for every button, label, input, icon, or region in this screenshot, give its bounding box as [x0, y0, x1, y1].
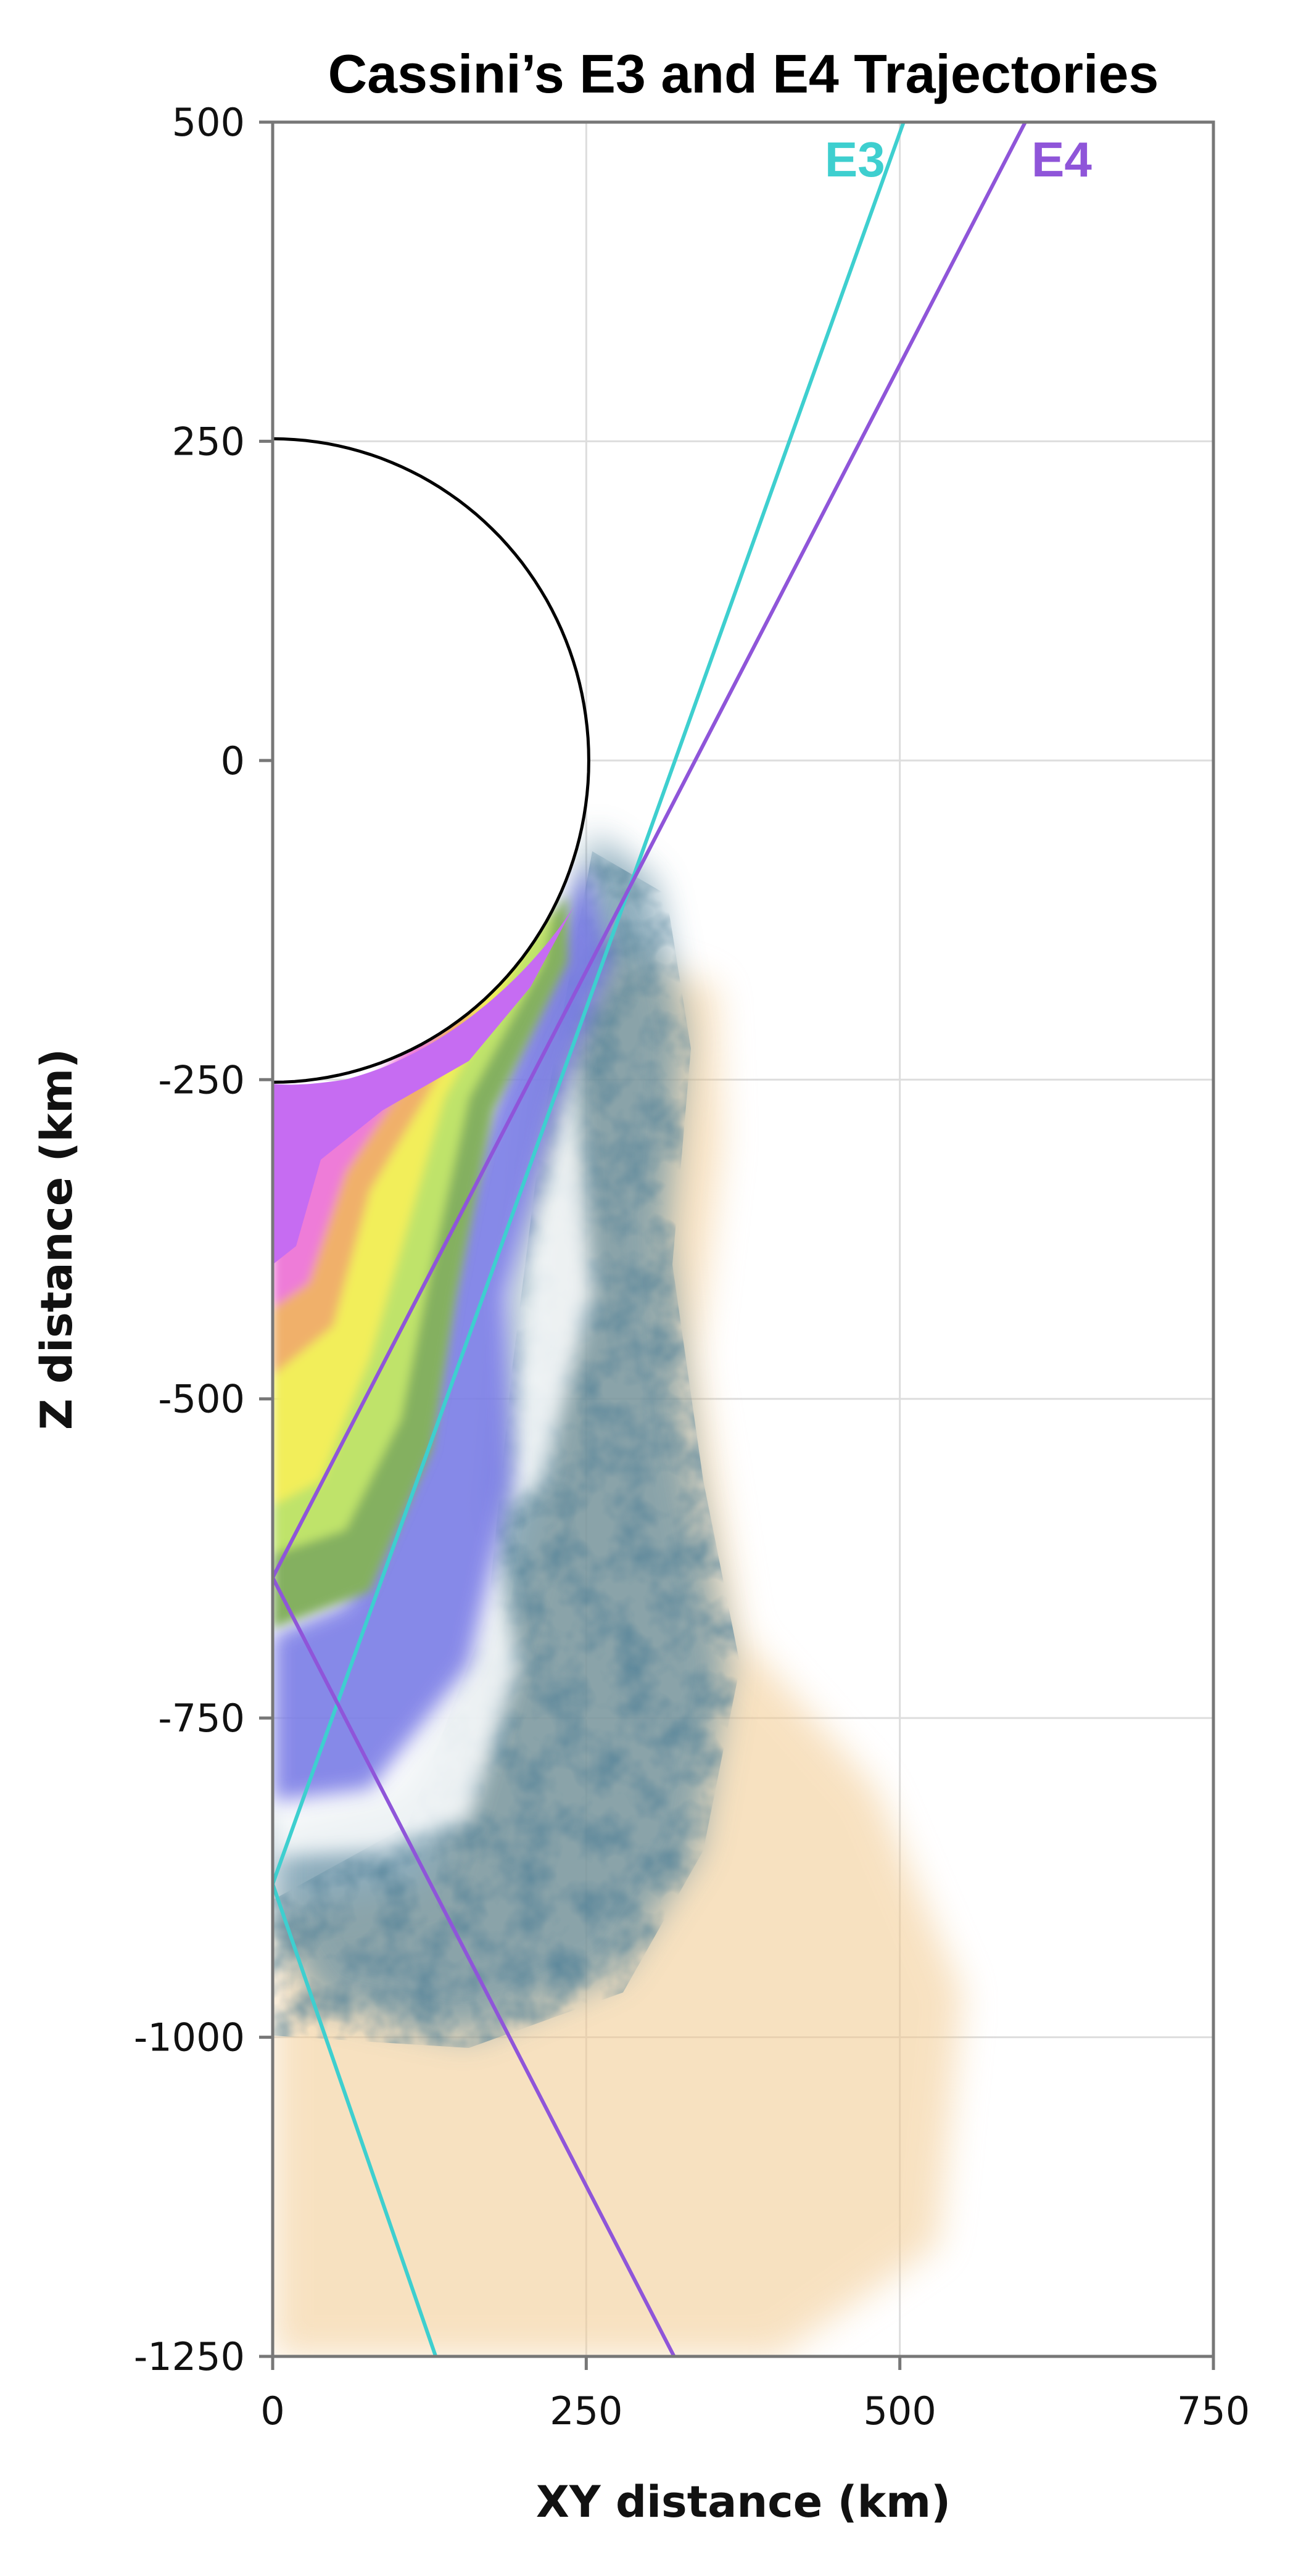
x-axis-label: XY distance (km)	[536, 2477, 951, 2527]
x-tick-label-2: 500	[863, 2388, 936, 2434]
chart-title: Cassini’s E3 and E4 Trajectories	[328, 43, 1159, 104]
y-tick-label-6: -1000	[134, 2015, 245, 2060]
series-labels: E3 E4	[825, 132, 1092, 187]
series-line-e3	[273, 122, 906, 2356]
axis-ticks	[259, 120, 1215, 2370]
y-tick-label-0: 500	[172, 100, 245, 145]
axis-tick-labels: 0 250 500 750 500 250 0 -250 -500 -750 -1000 -1250	[134, 100, 1250, 2434]
series-label-e4: E4	[1031, 132, 1092, 187]
x-tick-label-1: 250	[550, 2388, 622, 2434]
x-tick-label-3: 750	[1177, 2388, 1250, 2434]
series-label-e3: E3	[825, 132, 885, 187]
y-tick-label-1: 250	[172, 419, 245, 464]
plot-frame	[271, 120, 1215, 2358]
y-axis-label: Z distance (km)	[31, 1049, 82, 1430]
moon-body-outline	[272, 437, 590, 1084]
y-tick-label-2: 0	[221, 738, 245, 783]
series-line-e4	[273, 122, 1027, 2356]
y-tick-label-5: -750	[158, 1696, 245, 1741]
trajectory-lines	[273, 122, 1027, 2356]
y-tick-label-3: -250	[158, 1057, 245, 1102]
y-tick-label-7: -1250	[134, 2334, 245, 2379]
y-tick-label-4: -500	[158, 1377, 245, 1422]
plume-purple-rim	[273, 907, 574, 1265]
plume-density-map	[273, 833, 962, 2356]
x-tick-label-0: 0	[260, 2388, 284, 2434]
